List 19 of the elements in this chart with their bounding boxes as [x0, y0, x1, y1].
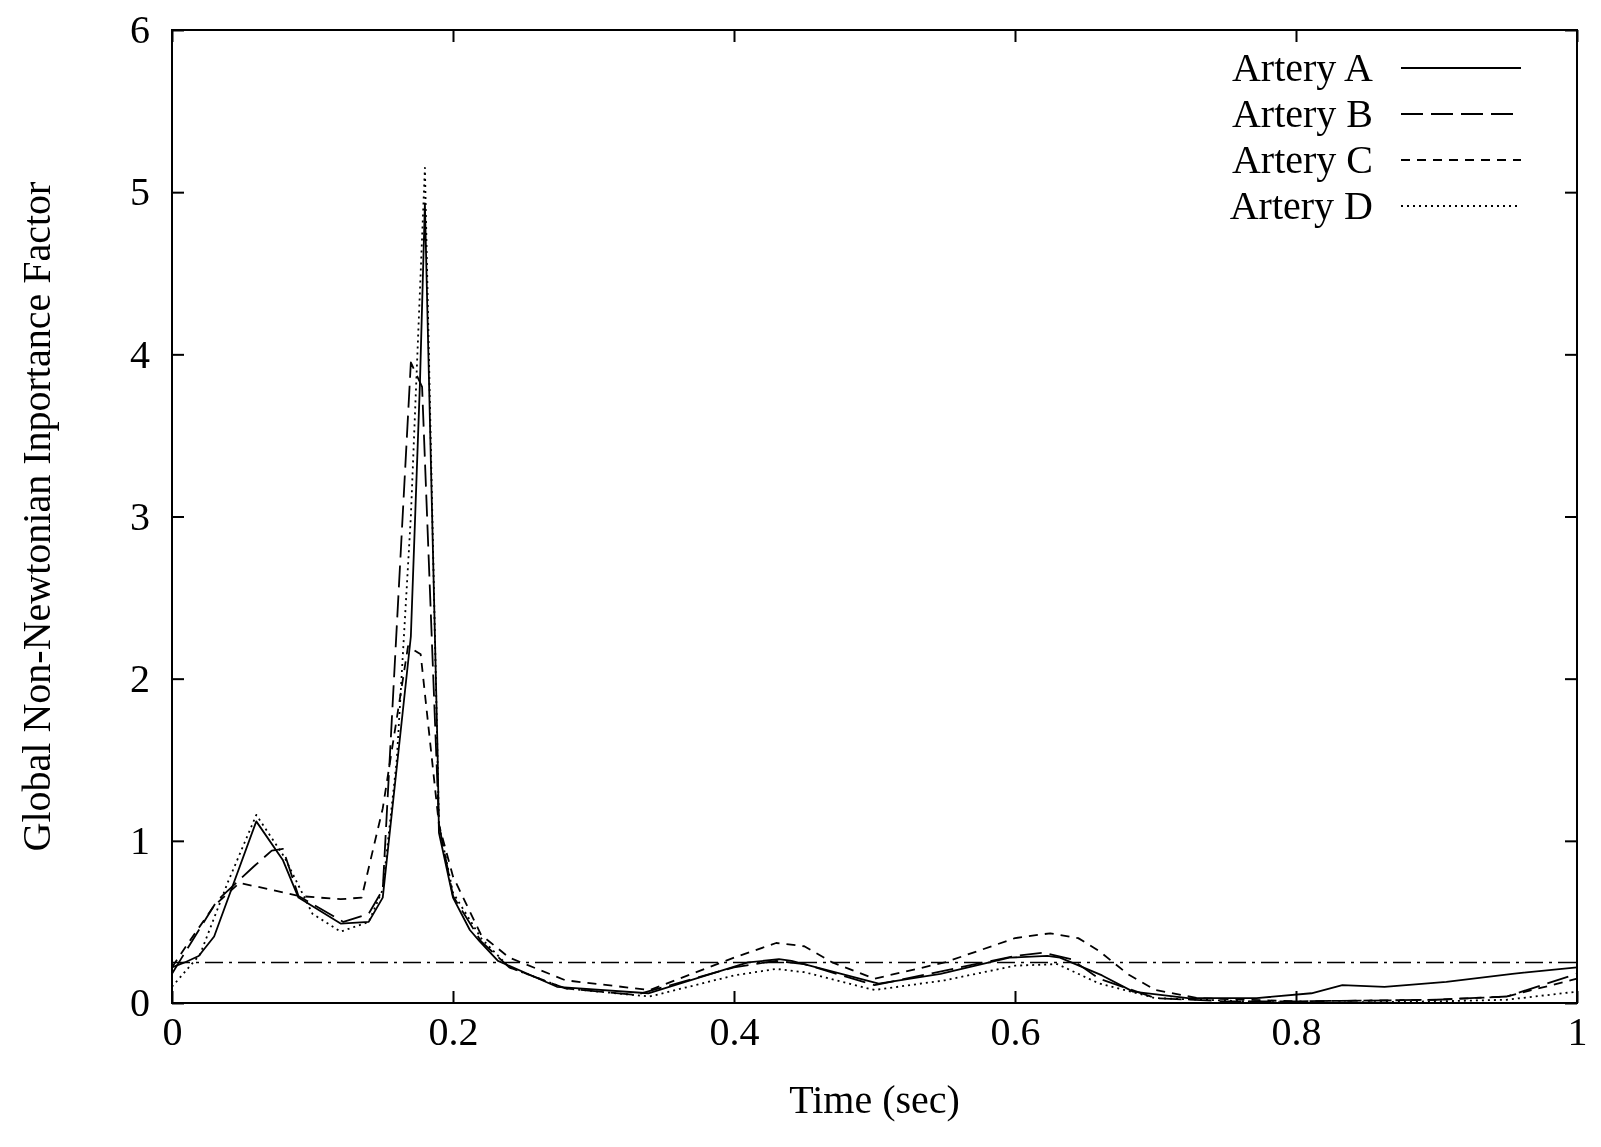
y-tick-label: 5 [130, 169, 150, 215]
legend-label: Artery B [1231, 91, 1373, 136]
legend-label: Artery A [1231, 45, 1374, 90]
y-axis-title: Global Non-Newtonian Inportance Factor [14, 181, 59, 852]
x-tick-label: 0.2 [428, 1009, 479, 1055]
x-tick-label: 0.4 [709, 1009, 760, 1055]
x-axis-title: Time (sec) [789, 1077, 960, 1122]
y-tick-label: 2 [130, 655, 150, 701]
y-tick-label: 1 [130, 818, 150, 864]
y-tick-label: 3 [130, 493, 150, 539]
y-tick-label: 0 [130, 980, 150, 1026]
y-tick-label: 4 [130, 331, 150, 377]
y-tick-label: 6 [130, 7, 150, 53]
x-tick-label: 0 [162, 1009, 183, 1055]
legend-label: Artery C [1231, 137, 1373, 182]
legend-label: Artery D [1229, 183, 1373, 228]
x-tick-label: 0.8 [1271, 1009, 1322, 1055]
x-tick-label: 0.6 [990, 1009, 1041, 1055]
x-tick-label: 1 [1567, 1009, 1588, 1055]
